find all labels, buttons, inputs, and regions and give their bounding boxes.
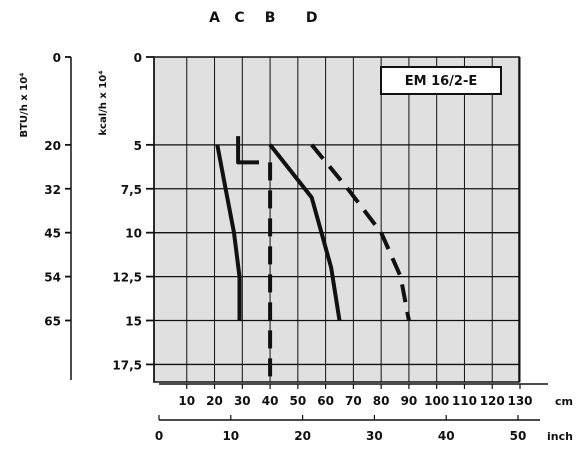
btu-tick-label: 20	[44, 139, 61, 153]
kcal-axis: 0 5 7,5 10 12,5 15 17,5	[112, 51, 154, 382]
inch-tick-label: 40	[438, 429, 455, 443]
inch-tick-label: 30	[366, 429, 383, 443]
curve-label-d: D	[306, 10, 318, 26]
kcal-axis-label: kcal/h x 10⁴	[98, 70, 109, 135]
kcal-tick-label: 5	[134, 139, 142, 153]
kcal-tick-label: 15	[125, 315, 142, 329]
btu-tick-label: 45	[44, 227, 61, 241]
inch-tick-label: 50	[510, 429, 527, 443]
cm-tick-label: 50	[289, 394, 306, 408]
inch-axis-label: inch	[547, 430, 573, 443]
kcal-tick-label: 0	[134, 51, 142, 65]
cm-tick-label: 10	[178, 394, 195, 408]
inch-tick-label: 0	[155, 429, 163, 443]
btu-tick-label: 65	[44, 315, 61, 329]
curve-label-a: A	[209, 10, 220, 26]
cm-tick-label: 20	[206, 394, 223, 408]
btu-tick-label: 0	[53, 51, 61, 65]
cm-tick-label: 70	[345, 394, 362, 408]
btu-tick-label: 32	[44, 183, 61, 197]
cm-tick-label: 60	[317, 394, 334, 408]
kcal-tick-label: 12,5	[112, 271, 142, 285]
inch-tick-label: 10	[222, 429, 239, 443]
cm-tick-label: 30	[234, 394, 251, 408]
cm-tick-label: 40	[262, 394, 279, 408]
cm-axis: 10 20 30 40 50 60 70 80 90 100 110 120 130	[159, 384, 548, 408]
cm-tick-label: 120	[480, 394, 505, 408]
chart-title: EM 16/2-E	[405, 74, 478, 89]
cm-tick-label: 130	[507, 394, 532, 408]
inch-tick-label: 20	[294, 429, 311, 443]
cm-tick-label: 80	[373, 394, 390, 408]
title-box: EM 16/2-E	[381, 67, 501, 94]
cm-tick-label: 90	[401, 394, 418, 408]
cm-tick-label: 100	[424, 394, 449, 408]
btu-axis-label: BTU/h x 10⁴	[19, 72, 30, 137]
btu-axis: 0 20 32 45 54 65	[44, 51, 71, 380]
kcal-tick-label: 7,5	[121, 183, 142, 197]
inch-axis: 0 10 20 30 40 50	[155, 415, 540, 443]
kcal-tick-label: 17,5	[112, 358, 142, 372]
cm-axis-label: cm	[555, 395, 573, 408]
cm-tick-label: 110	[452, 394, 477, 408]
curve-label-c: C	[234, 10, 244, 26]
kcal-tick-label: 10	[125, 227, 142, 241]
btu-tick-label: 54	[44, 271, 61, 285]
curve-label-b: B	[265, 10, 276, 26]
